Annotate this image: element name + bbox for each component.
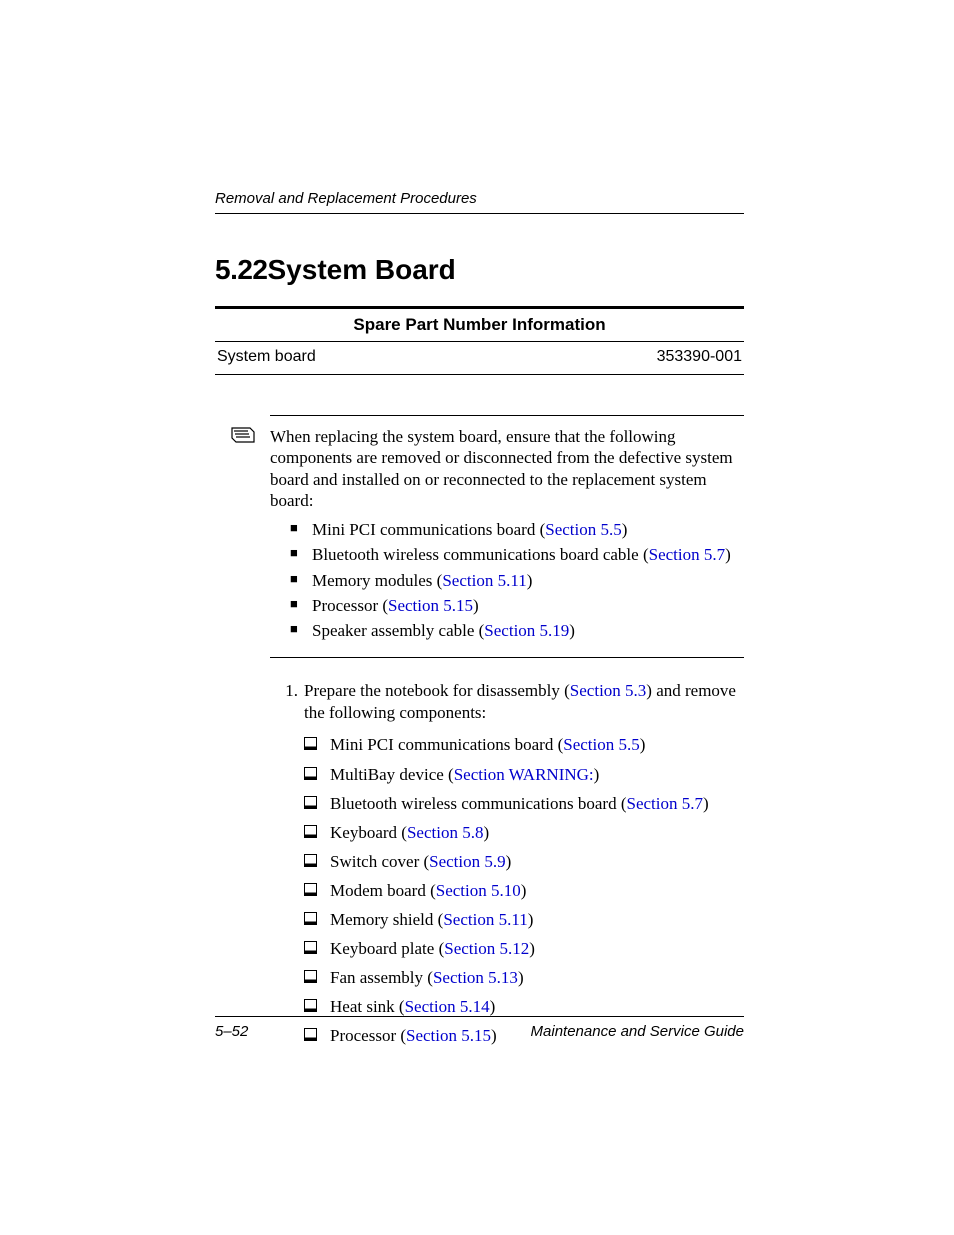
list-item-text-post: ) [527,571,533,590]
list-item-text: Bluetooth wireless communications board … [330,794,627,813]
page-footer: 5–52 Maintenance and Service Guide [215,1016,744,1040]
section-link[interactable]: Section 5.8 [407,823,484,842]
list-item-text-post: ) [483,823,489,842]
check-list-item: Fan assembly (Section 5.13) [304,967,744,989]
checkbox-icon [304,796,317,809]
section-link[interactable]: Section 5.14 [405,997,490,1016]
section-link[interactable]: Section 5.5 [563,735,640,754]
section-link[interactable]: Section 5.11 [443,910,527,929]
list-item-text: Mini PCI communications board ( [330,735,563,754]
section-title: 5.22System Board [215,254,744,286]
checkbox-icon [304,970,317,983]
list-item-text: Speaker assembly cable ( [312,621,484,640]
checkbox-icon [304,854,317,867]
checkbox-icon [304,737,317,750]
page: Removal and Replacement Procedures 5.22S… [0,0,954,1235]
running-header: Removal and Replacement Procedures [215,190,744,214]
list-item-text: Memory modules ( [312,571,442,590]
spare-part-table-title: Spare Part Number Information [215,315,744,342]
list-item-text-post: ) [490,997,496,1016]
list-item-text: Processor ( [312,596,388,615]
check-list-item: Keyboard (Section 5.8) [304,822,744,844]
checkbox-icon [304,999,317,1012]
spare-part-table: Spare Part Number Information System boa… [215,306,744,375]
list-item-text: Heat sink ( [330,997,405,1016]
footer-doc-title: Maintenance and Service Guide [531,1023,744,1040]
list-item-text-post: ) [569,621,575,640]
spare-part-table-row: System board 353390-001 [215,342,744,374]
step-item: 1. Prepare the notebook for disassembly … [270,680,744,724]
spare-part-item: System board [217,348,316,366]
note-block: When replacing the system board, ensure … [270,415,744,658]
list-item-text: Bluetooth wireless communications board … [312,545,649,564]
list-item-text-post: ) [594,765,600,784]
list-item-text-post: ) [518,968,524,987]
note-intro-text: When replacing the system board, ensure … [270,426,744,511]
note-list: Mini PCI communications board (Section 5… [290,519,744,641]
section-link[interactable]: Section 5.7 [627,794,704,813]
step-text-pre: Prepare the notebook for disassembly ( [304,681,570,700]
check-list-item: Memory shield (Section 5.11) [304,909,744,931]
check-list-item: Bluetooth wireless communications board … [304,793,744,815]
list-item-text: MultiBay device ( [330,765,454,784]
note-icon [228,424,258,446]
list-item-text-post: ) [506,852,512,871]
check-list-item: Switch cover (Section 5.9) [304,851,744,873]
list-item-text: Switch cover ( [330,852,429,871]
spare-part-number: 353390-001 [657,348,742,366]
list-item-text-post: ) [529,939,535,958]
section-heading: System Board [268,254,456,285]
step-text: Prepare the notebook for disassembly (Se… [304,680,744,724]
section-number: 5.22 [215,254,268,285]
note-list-item: Processor (Section 5.15) [290,595,744,616]
section-link[interactable]: Section 5.11 [442,571,526,590]
section-link[interactable]: Section 5.7 [649,545,726,564]
list-item-text-post: ) [622,520,628,539]
list-item-text: Mini PCI communications board ( [312,520,545,539]
check-list-item: Mini PCI communications board (Section 5… [304,734,744,756]
check-list: Mini PCI communications board (Section 5… [304,734,744,1047]
check-list-item: Keyboard plate (Section 5.12) [304,938,744,960]
list-item-text: Memory shield ( [330,910,443,929]
note-list-item: Mini PCI communications board (Section 5… [290,519,744,540]
section-link[interactable]: Section 5.12 [444,939,529,958]
section-link[interactable]: Section 5.13 [433,968,518,987]
section-link[interactable]: Section 5.15 [388,596,473,615]
list-item-text-post: ) [725,545,731,564]
step-number: 1. [270,680,304,724]
list-item-text-post: ) [528,910,534,929]
section-link[interactable]: Section 5.19 [484,621,569,640]
list-item-text-post: ) [640,735,646,754]
section-link[interactable]: Section WARNING: [454,765,594,784]
check-list-item: MultiBay device (Section WARNING:) [304,764,744,786]
step-link[interactable]: Section 5.3 [570,681,647,700]
checkbox-icon [304,883,317,896]
note-list-item: Bluetooth wireless communications board … [290,544,744,565]
note-list-item: Memory modules (Section 5.11) [290,570,744,591]
checkbox-icon [304,912,317,925]
section-link[interactable]: Section 5.5 [545,520,622,539]
list-item-text-post: ) [473,596,479,615]
section-link[interactable]: Section 5.9 [429,852,506,871]
list-item-text: Fan assembly ( [330,968,433,987]
section-link[interactable]: Section 5.10 [436,881,521,900]
page-number: 5–52 [215,1023,248,1040]
list-item-text: Modem board ( [330,881,436,900]
list-item-text: Keyboard plate ( [330,939,444,958]
check-list-item: Modem board (Section 5.10) [304,880,744,902]
list-item-text-post: ) [703,794,709,813]
checkbox-icon [304,767,317,780]
step-block: 1. Prepare the notebook for disassembly … [270,680,744,1047]
note-list-item: Speaker assembly cable (Section 5.19) [290,620,744,641]
checkbox-icon [304,825,317,838]
list-item-text-post: ) [521,881,527,900]
list-item-text: Keyboard ( [330,823,407,842]
checkbox-icon [304,941,317,954]
